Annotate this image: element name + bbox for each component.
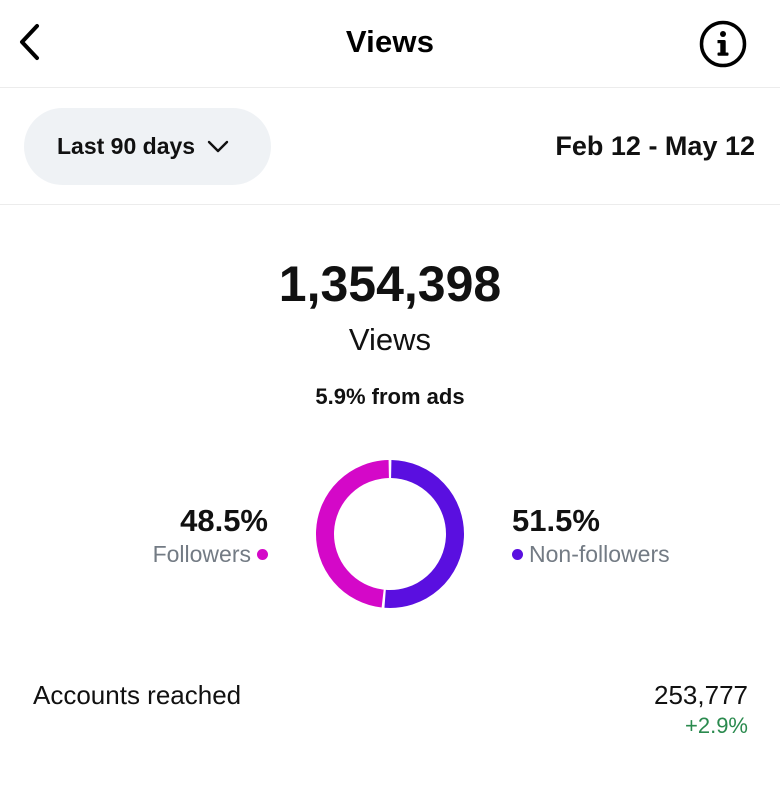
views-donut-chart bbox=[316, 460, 464, 608]
accounts-reached-label: Accounts reached bbox=[33, 680, 242, 710]
donut-slice-non-followers bbox=[384, 460, 464, 608]
back-button[interactable] bbox=[8, 20, 52, 64]
followers-stat: 48.5% Followers bbox=[153, 503, 268, 569]
non-followers-label: Non-followers bbox=[529, 541, 670, 567]
info-circle-icon bbox=[699, 20, 747, 68]
followers-legend-dot bbox=[257, 548, 268, 560]
info-button[interactable] bbox=[695, 18, 751, 70]
chevron-left-icon bbox=[20, 24, 39, 60]
total-views-value: 1,354,398 bbox=[278, 256, 502, 312]
date-range-dropdown-label: Last 90 days bbox=[57, 133, 196, 159]
page-title: Views bbox=[345, 24, 435, 59]
filter-row: Last 90 days Feb 12 - May 12 bbox=[0, 88, 780, 205]
chevron-down-icon bbox=[207, 140, 229, 154]
followers-label: Followers bbox=[152, 541, 251, 567]
total-views-label: Views bbox=[348, 322, 432, 357]
ads-percentage-note: 5.9% from ads bbox=[315, 384, 465, 409]
accounts-reached-change: +2.9% bbox=[685, 713, 748, 738]
non-followers-stat: 51.5% Non-followers bbox=[512, 503, 670, 569]
header-bar: Views bbox=[0, 0, 780, 88]
date-range-text: Feb 12 - May 12 bbox=[555, 131, 755, 161]
non-followers-percent: 51.5% bbox=[512, 503, 600, 538]
donut-slice-followers bbox=[316, 460, 390, 608]
followers-percent: 48.5% bbox=[180, 503, 268, 538]
date-range-dropdown[interactable]: Last 90 days bbox=[24, 108, 271, 185]
accounts-reached-value: 253,777 bbox=[654, 680, 748, 710]
non-followers-legend-dot bbox=[512, 548, 523, 560]
